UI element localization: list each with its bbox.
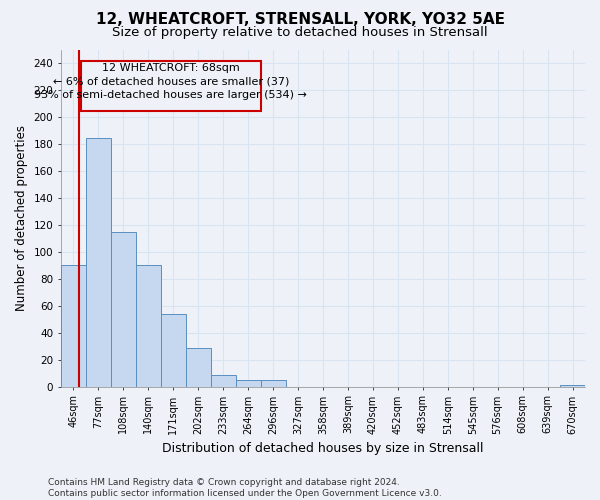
Bar (186, 348, 211, 387)
Bar (161, 314, 186, 386)
Bar (86, 138, 111, 386)
Text: 12 WHEATCROFT: 68sqm: 12 WHEATCROFT: 68sqm (102, 64, 240, 74)
Bar (111, 232, 136, 386)
Bar (211, 374, 236, 386)
Text: 93% of semi-detached houses are larger (534) →: 93% of semi-detached houses are larger (… (34, 90, 307, 101)
Text: 12, WHEATCROFT, STRENSALL, YORK, YO32 5AE: 12, WHEATCROFT, STRENSALL, YORK, YO32 5A… (95, 12, 505, 28)
Bar (260, 380, 286, 386)
X-axis label: Distribution of detached houses by size in Strensall: Distribution of detached houses by size … (162, 442, 484, 455)
FancyBboxPatch shape (81, 61, 260, 110)
Text: Size of property relative to detached houses in Strensall: Size of property relative to detached ho… (112, 26, 488, 39)
Bar (61, 266, 86, 386)
Bar (236, 380, 260, 386)
Y-axis label: Number of detached properties: Number of detached properties (15, 126, 28, 312)
Bar (136, 266, 161, 386)
Text: Contains HM Land Registry data © Crown copyright and database right 2024.
Contai: Contains HM Land Registry data © Crown c… (48, 478, 442, 498)
Text: ← 6% of detached houses are smaller (37): ← 6% of detached houses are smaller (37) (53, 77, 289, 87)
